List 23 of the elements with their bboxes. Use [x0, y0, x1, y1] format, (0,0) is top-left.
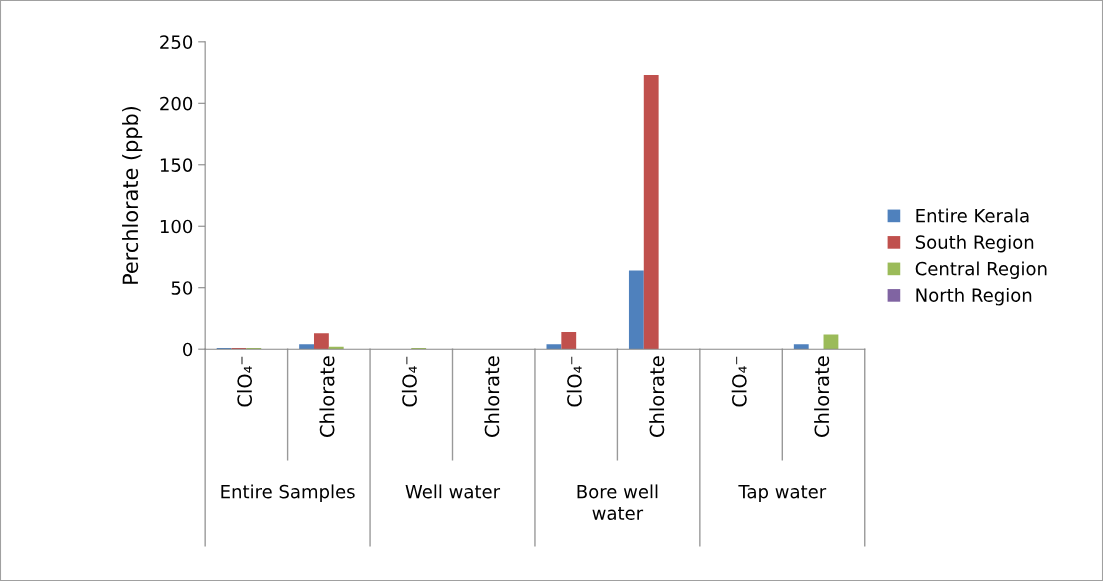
y-tick-label: 50 [171, 281, 193, 295]
y-tick-label: 200 [160, 96, 193, 111]
x-tick-label: ClO₄⁻ [731, 356, 747, 407]
legend-label: South Region [915, 234, 1034, 253]
text: Tap water [738, 484, 827, 502]
text: Bore well water [577, 484, 658, 520]
text: Entire Samples [221, 484, 355, 502]
y-tick-label: 0 [183, 342, 193, 357]
legend-label: Entire Kerala [916, 208, 1029, 223]
x-tick-label: ClO₄⁻ [236, 356, 253, 407]
y-tick-label: 100 [160, 219, 193, 234]
x-tick-label: ClO₄⁻ [401, 356, 417, 407]
legend-label: Central Region [915, 261, 1047, 279]
x-tick-label: Chlorate [484, 356, 500, 437]
y-tick-label: 150 [160, 158, 193, 172]
x-tick-label: Chlorate [649, 356, 665, 437]
y-axis-title: Perchlorate (ppb) [122, 106, 143, 284]
legend-label: North Region [916, 287, 1032, 306]
x-tick-label: Chlorate [814, 356, 830, 437]
x-tick-label: Chlorate [319, 356, 335, 437]
y-tick-label: 250 [160, 35, 193, 49]
x-tick-label: ClO₄⁻ [566, 356, 582, 407]
text: Well water [405, 484, 501, 499]
